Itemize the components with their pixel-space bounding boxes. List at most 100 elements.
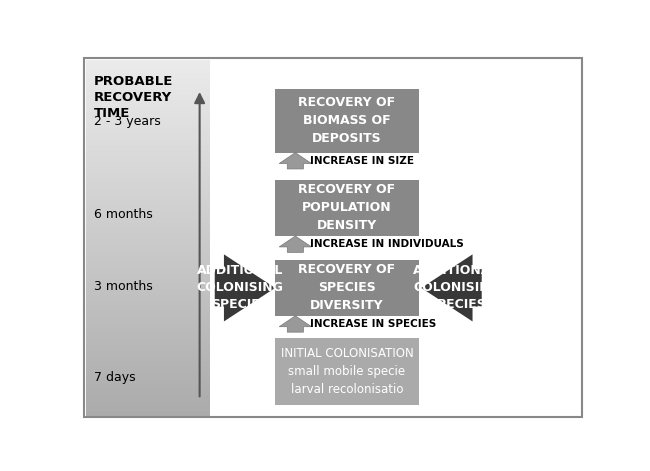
Bar bbox=[86, 341, 210, 342]
Bar bbox=[86, 154, 210, 156]
Bar bbox=[86, 67, 210, 68]
Bar bbox=[86, 349, 210, 350]
Bar bbox=[86, 295, 210, 296]
Bar bbox=[86, 100, 210, 102]
Bar bbox=[86, 74, 210, 75]
Bar bbox=[86, 353, 210, 355]
Bar bbox=[86, 282, 210, 284]
Bar bbox=[86, 110, 210, 112]
Bar bbox=[86, 175, 210, 177]
Bar bbox=[86, 321, 210, 323]
Bar bbox=[86, 84, 210, 85]
Bar bbox=[86, 333, 210, 335]
Bar bbox=[86, 159, 210, 160]
Bar bbox=[86, 202, 210, 203]
Bar bbox=[86, 82, 210, 84]
Bar bbox=[86, 254, 210, 256]
Bar bbox=[86, 313, 210, 314]
Bar bbox=[86, 113, 210, 114]
Bar bbox=[86, 316, 210, 317]
Bar bbox=[86, 332, 210, 333]
Bar bbox=[86, 356, 210, 357]
Bar bbox=[86, 87, 210, 88]
Bar bbox=[86, 125, 210, 127]
Bar bbox=[86, 307, 210, 309]
Bar bbox=[86, 266, 210, 267]
Bar bbox=[86, 346, 210, 348]
FancyBboxPatch shape bbox=[275, 180, 419, 236]
Bar bbox=[86, 249, 210, 251]
Bar bbox=[86, 199, 210, 200]
Text: 2 - 3 years: 2 - 3 years bbox=[94, 115, 161, 128]
Bar bbox=[86, 162, 210, 163]
Bar bbox=[86, 242, 210, 244]
Bar bbox=[86, 350, 210, 352]
FancyBboxPatch shape bbox=[275, 89, 419, 153]
Bar bbox=[86, 179, 210, 181]
Bar bbox=[86, 256, 210, 257]
Bar bbox=[86, 109, 210, 110]
Bar bbox=[86, 385, 210, 386]
Bar bbox=[86, 224, 210, 225]
Bar bbox=[86, 184, 210, 185]
Bar bbox=[86, 296, 210, 298]
Bar bbox=[86, 145, 210, 146]
Bar bbox=[86, 134, 210, 135]
Bar bbox=[86, 117, 210, 119]
Bar bbox=[86, 251, 210, 252]
Bar bbox=[86, 204, 210, 206]
Bar bbox=[86, 288, 210, 289]
Bar bbox=[86, 77, 210, 78]
Bar bbox=[86, 91, 210, 92]
Bar bbox=[86, 96, 210, 97]
Bar bbox=[86, 414, 210, 415]
Bar bbox=[86, 219, 210, 220]
Bar bbox=[86, 327, 210, 328]
Bar bbox=[86, 73, 210, 74]
Bar bbox=[86, 336, 210, 338]
Bar bbox=[86, 174, 210, 175]
Bar bbox=[86, 60, 210, 62]
Bar bbox=[86, 89, 210, 91]
Text: INCREASE IN SPECIES: INCREASE IN SPECIES bbox=[311, 319, 437, 329]
Bar bbox=[86, 144, 210, 145]
Bar bbox=[86, 389, 210, 390]
Bar bbox=[86, 325, 210, 327]
Bar bbox=[86, 80, 210, 81]
Bar bbox=[86, 286, 210, 288]
Bar bbox=[86, 410, 210, 411]
Bar bbox=[86, 135, 210, 137]
Bar bbox=[86, 407, 210, 409]
Bar bbox=[86, 121, 210, 122]
Bar bbox=[86, 244, 210, 245]
Bar bbox=[86, 169, 210, 170]
Bar bbox=[86, 274, 210, 276]
Bar bbox=[86, 330, 210, 331]
Bar bbox=[86, 293, 210, 295]
Bar bbox=[86, 367, 210, 368]
Bar bbox=[86, 309, 210, 310]
Bar bbox=[86, 122, 210, 124]
Bar bbox=[86, 267, 210, 268]
Bar bbox=[86, 70, 210, 71]
Bar bbox=[86, 392, 210, 393]
Bar bbox=[86, 235, 210, 236]
Bar bbox=[86, 152, 210, 153]
Bar bbox=[86, 246, 210, 248]
Bar bbox=[86, 278, 210, 279]
Bar bbox=[86, 210, 210, 211]
Bar bbox=[86, 71, 210, 73]
Bar bbox=[86, 339, 210, 341]
Bar bbox=[86, 150, 210, 152]
Bar bbox=[86, 380, 210, 381]
Bar bbox=[86, 355, 210, 356]
Bar bbox=[86, 368, 210, 370]
Bar bbox=[86, 188, 210, 189]
Bar bbox=[86, 99, 210, 100]
Bar bbox=[86, 232, 210, 234]
Bar bbox=[86, 411, 210, 413]
Bar bbox=[86, 361, 210, 363]
Bar bbox=[86, 317, 210, 318]
Bar bbox=[86, 172, 210, 174]
Bar bbox=[86, 164, 210, 166]
